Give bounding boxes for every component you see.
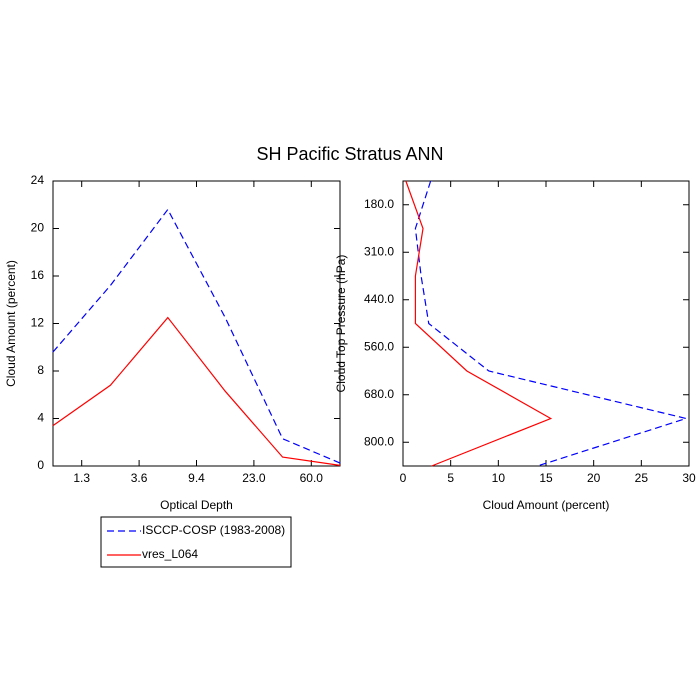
x-tick-label: 3.6 [131, 471, 148, 485]
y-tick-label: 310.0 [364, 244, 394, 258]
x-tick-label: 25 [635, 471, 649, 485]
x-tick-label: 5 [447, 471, 454, 485]
x-axis-label: Cloud Amount (percent) [483, 498, 610, 512]
figure-title: SH Pacific Stratus ANN [256, 144, 443, 164]
x-tick-label: 23.0 [242, 471, 266, 485]
series-line [405, 180, 553, 467]
y-tick-label: 800.0 [364, 434, 394, 448]
y-tick-label: 24 [31, 173, 45, 187]
x-tick-label: 1.3 [73, 471, 90, 485]
y-tick-label: 20 [31, 221, 45, 235]
y-tick-label: 680.0 [364, 387, 394, 401]
y-tick-label: 12 [31, 316, 45, 330]
y-tick-label: 16 [31, 268, 45, 282]
y-tick-label: 560.0 [364, 339, 394, 353]
plot-frame [52, 180, 341, 467]
x-tick-label: 30 [682, 471, 696, 485]
series-line [52, 208, 341, 464]
y-tick-label: 4 [37, 411, 44, 425]
x-tick-label: 20 [587, 471, 601, 485]
y-tick-label: 0 [37, 458, 44, 472]
x-axis-label: Optical Depth [160, 498, 233, 512]
legend-label: vres_L064 [142, 547, 198, 561]
y-axis-label: Cloud Top Pressure (hPa) [334, 255, 348, 393]
x-tick-label: 10 [492, 471, 506, 485]
y-axis-label: Cloud Amount (percent) [4, 260, 18, 387]
y-tick-label: 8 [37, 363, 44, 377]
series-line [52, 316, 341, 467]
y-tick-label: 180.0 [364, 197, 394, 211]
legend-box [100, 516, 292, 568]
series-line [414, 180, 689, 467]
x-tick-label: 60.0 [300, 471, 324, 485]
x-tick-label: 9.4 [188, 471, 205, 485]
legend-label: ISCCP-COSP (1983-2008) [142, 523, 285, 537]
y-tick-label: 440.0 [364, 292, 394, 306]
plot-frame [402, 180, 690, 467]
x-tick-label: 0 [400, 471, 407, 485]
x-tick-label: 15 [539, 471, 553, 485]
